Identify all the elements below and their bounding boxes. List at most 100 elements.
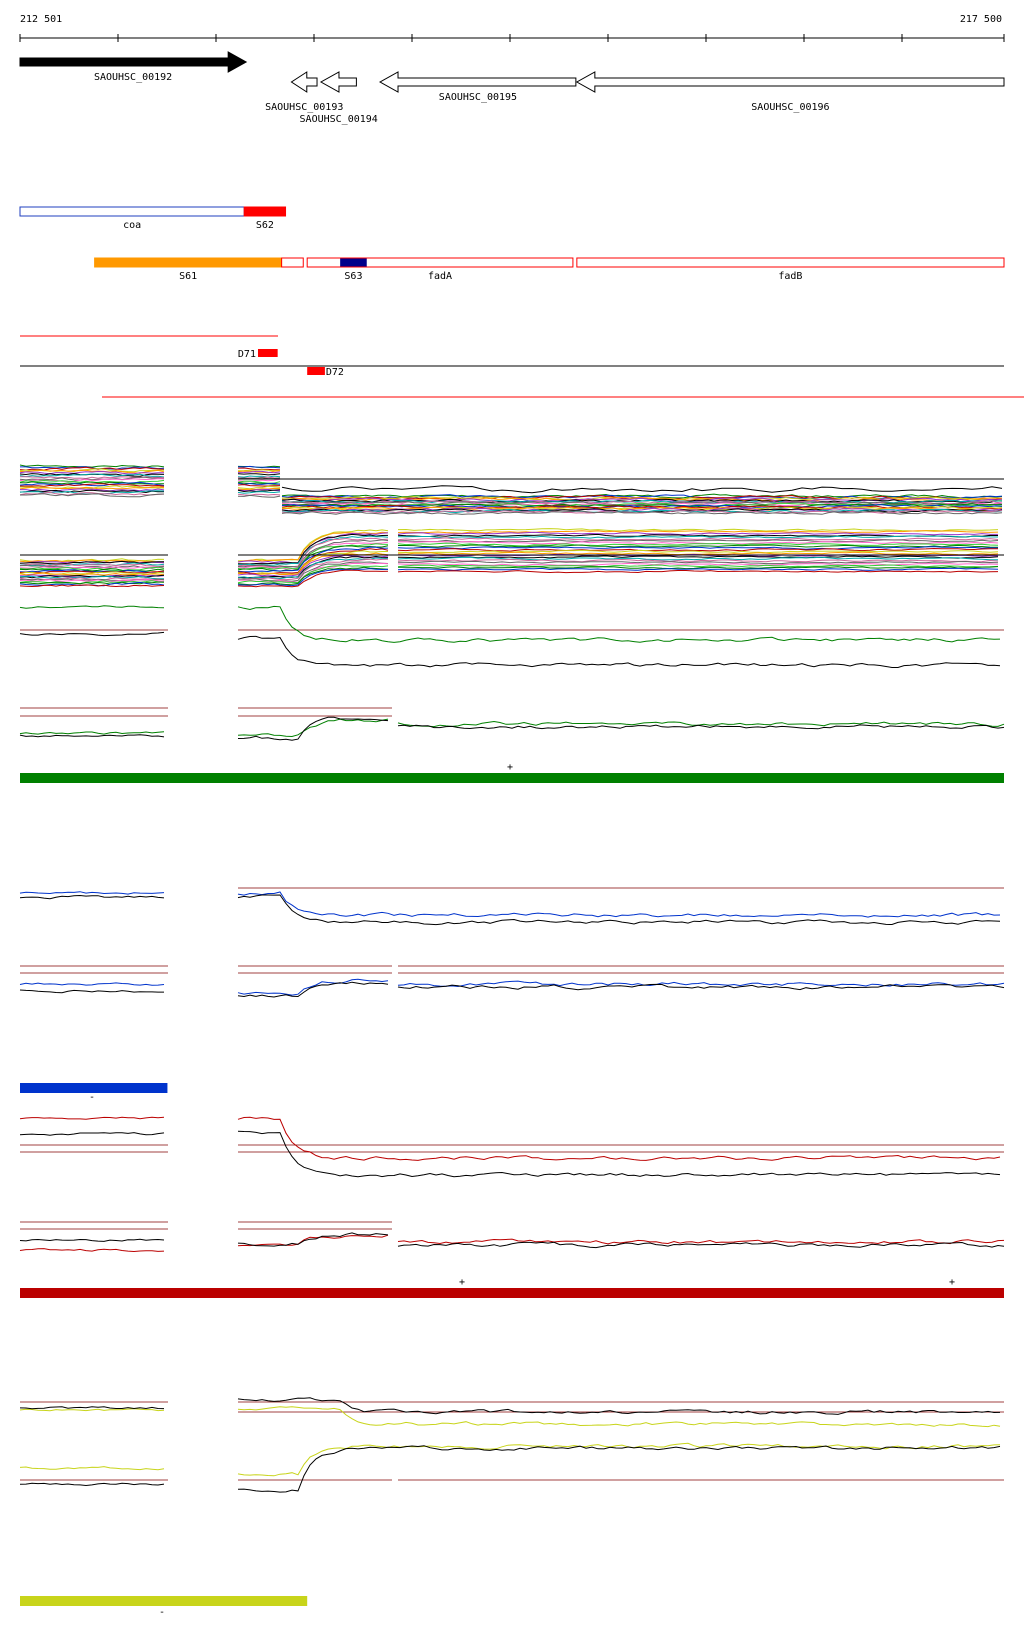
feature-track-1: coa S62 xyxy=(19,206,287,231)
feature-box xyxy=(306,257,574,268)
condition-bar xyxy=(20,1596,308,1606)
trace-line xyxy=(237,550,388,575)
trace-line xyxy=(397,537,999,541)
trace-line xyxy=(397,542,999,547)
feature-label: S62 xyxy=(256,220,274,231)
trace-line xyxy=(19,577,165,581)
condition-mark: + xyxy=(949,1277,955,1288)
trace-line xyxy=(237,543,389,570)
feature-box xyxy=(243,206,287,217)
gene-label: SAOUHSC_00195 xyxy=(439,92,517,103)
trace-line xyxy=(397,528,999,532)
trace-line xyxy=(397,570,999,574)
trace-line xyxy=(237,569,389,588)
feature-track-2: S61 S63 fadA fadB xyxy=(94,257,1005,282)
trace-line xyxy=(397,1241,1005,1249)
trace-line xyxy=(237,891,1001,918)
trace-line xyxy=(19,468,165,473)
trace-line xyxy=(237,568,389,587)
deletion-box xyxy=(257,349,278,357)
condition-bar xyxy=(20,773,1004,783)
trace-line xyxy=(397,531,999,536)
axis-end-label: 217 500 xyxy=(960,14,1002,25)
trace-line xyxy=(397,560,999,565)
trace-line xyxy=(398,566,999,570)
trace-line xyxy=(237,529,389,562)
condition-bars: + - + - + xyxy=(20,762,1004,1618)
trace-line xyxy=(19,631,165,637)
gene-label: SAOUHSC_00196 xyxy=(751,102,829,113)
trace-line xyxy=(237,484,281,487)
trace-line xyxy=(237,465,281,469)
trace-line xyxy=(19,1408,165,1412)
trace-line xyxy=(237,558,389,581)
trace-line xyxy=(19,473,165,478)
trace-line xyxy=(397,724,1005,730)
expression-traces xyxy=(19,464,1005,1493)
trace-line xyxy=(19,989,164,994)
trace-line xyxy=(19,566,165,569)
trace-line xyxy=(237,470,281,474)
trace-line xyxy=(281,504,1003,510)
trace-line xyxy=(397,562,999,566)
trace-line xyxy=(281,500,1003,506)
trace-line xyxy=(237,566,389,586)
trace-line xyxy=(237,978,389,996)
trace-line xyxy=(19,560,165,564)
feature-box xyxy=(94,257,283,268)
trace-line xyxy=(19,560,165,565)
trace-line xyxy=(19,476,165,481)
trace-line xyxy=(19,470,164,475)
feature-box xyxy=(340,257,367,268)
gene-label: SAOUHSC_00192 xyxy=(94,72,172,83)
feature-label: fadB xyxy=(778,271,802,282)
axis-start-label: 212 501 xyxy=(20,14,62,25)
trace-line xyxy=(237,718,389,738)
trace-line xyxy=(237,494,281,498)
condition-mark: + xyxy=(507,762,513,773)
trace-line xyxy=(19,731,165,735)
trace-line xyxy=(237,1406,1001,1428)
trace-line xyxy=(19,1132,165,1136)
trace-line xyxy=(397,983,1005,991)
trace-line xyxy=(281,509,1003,514)
trace-line xyxy=(237,554,389,577)
trace-line xyxy=(397,558,999,563)
trace-line xyxy=(19,579,165,583)
trace-line xyxy=(397,564,999,568)
trace-line xyxy=(281,485,1003,494)
trace-line xyxy=(19,734,165,738)
trace-line xyxy=(19,1238,165,1242)
trace-line xyxy=(19,584,165,588)
deletion-label: D71 xyxy=(238,349,256,360)
trace-line xyxy=(19,563,165,568)
trace-line xyxy=(397,720,1005,728)
trace-line xyxy=(237,473,281,476)
deletion-label: D72 xyxy=(326,367,344,378)
trace-line xyxy=(237,981,389,998)
trace-line xyxy=(281,497,1003,503)
trace-line xyxy=(20,488,165,492)
trace-line xyxy=(397,555,999,559)
trace-line xyxy=(398,544,999,548)
trace-line xyxy=(397,546,999,550)
trace-line xyxy=(19,1248,165,1253)
gene-label: SAOUHSC_00194 xyxy=(300,114,378,125)
trace-line xyxy=(237,491,281,494)
trace-line xyxy=(398,535,999,539)
condition-mark: + xyxy=(459,1277,465,1288)
trace-line xyxy=(19,566,165,572)
trace-line xyxy=(397,549,999,554)
trace-line xyxy=(397,541,999,545)
trace-line xyxy=(237,635,1001,668)
feature-box xyxy=(19,206,245,217)
trace-line xyxy=(237,482,281,485)
segment-track: D71 D72 xyxy=(20,335,1024,398)
trace-line xyxy=(20,493,165,498)
trace-line xyxy=(20,581,165,585)
trace-line xyxy=(19,982,165,986)
trace-line xyxy=(237,1234,389,1247)
trace-line xyxy=(19,1406,165,1410)
trace-line xyxy=(237,605,1001,643)
